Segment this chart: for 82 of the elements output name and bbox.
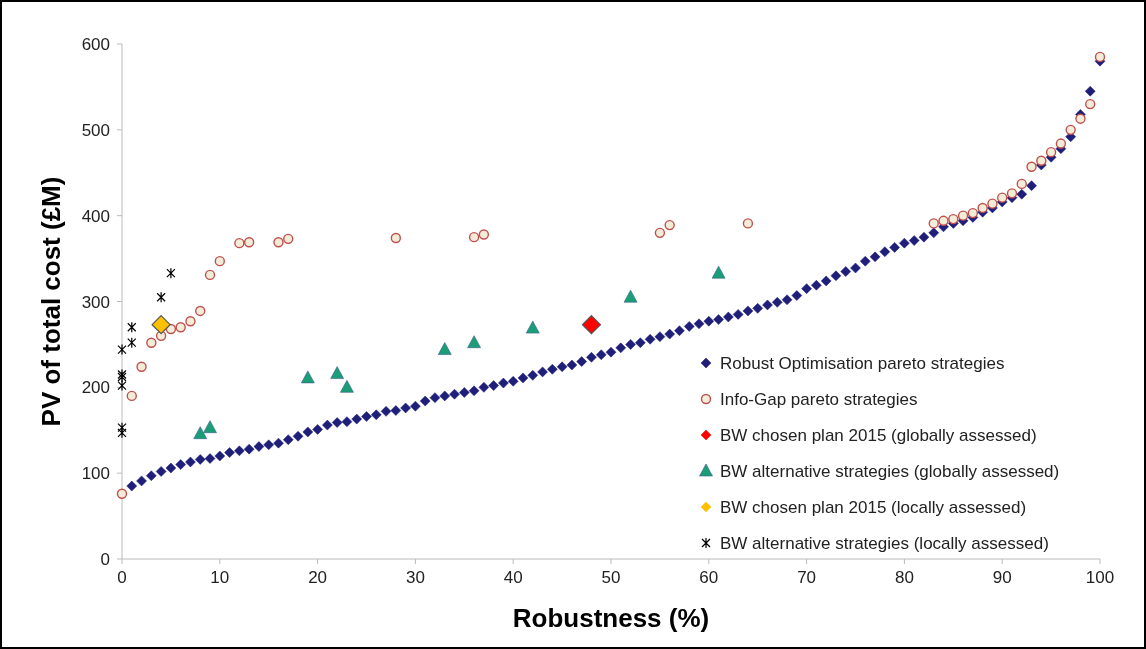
x-tick-label: 70 <box>797 568 817 587</box>
point <box>203 420 217 433</box>
x-tick-label: 10 <box>210 568 230 587</box>
legend-label: BW chosen plan 2015 (locally assessed) <box>720 498 1027 517</box>
point <box>711 265 726 279</box>
y-tick-label: 500 <box>81 120 110 140</box>
point <box>1065 124 1076 136</box>
point <box>623 289 638 303</box>
point <box>283 233 294 245</box>
point <box>273 237 284 248</box>
x-tick-label: 0 <box>117 568 127 587</box>
point <box>136 361 147 372</box>
point <box>195 305 206 317</box>
point <box>117 343 127 356</box>
point <box>1075 113 1086 124</box>
point <box>525 320 540 334</box>
y-tick-label: 600 <box>81 35 110 54</box>
point <box>117 427 127 439</box>
point <box>664 219 675 231</box>
y-tick-label: 200 <box>81 378 110 398</box>
point <box>156 291 166 303</box>
x-tick-label: 80 <box>894 568 914 587</box>
point <box>330 366 344 379</box>
point <box>1026 161 1037 172</box>
point <box>581 315 602 335</box>
point <box>967 207 979 219</box>
y-tick-label: 400 <box>81 206 110 226</box>
y-tick-label: 100 <box>81 464 110 484</box>
point <box>193 426 208 439</box>
point <box>1094 51 1106 63</box>
legend-label: BW alternative strategies (globally assessed) <box>720 462 1060 481</box>
x-tick-label: 30 <box>405 568 425 587</box>
legend-label: Robust Optimisation pareto strategies <box>720 354 1005 373</box>
y-tick-label: 300 <box>81 292 110 312</box>
legend-label: BW alternative strategies (locally assessed) <box>720 534 1049 553</box>
point <box>117 380 127 392</box>
point <box>340 380 354 393</box>
point <box>1055 138 1067 149</box>
point <box>127 321 137 333</box>
point <box>478 229 490 240</box>
x-tick-label: 40 <box>503 568 523 587</box>
point <box>204 269 216 281</box>
point <box>1036 155 1047 166</box>
point <box>146 337 157 348</box>
point <box>997 192 1008 203</box>
y-tick-label: 0 <box>100 550 110 569</box>
point <box>1045 146 1057 158</box>
point <box>948 213 959 225</box>
point <box>467 335 481 348</box>
x-tick-label: 50 <box>601 568 621 587</box>
point <box>1085 98 1096 110</box>
point <box>127 337 137 349</box>
point <box>175 322 186 333</box>
x-tick-label: 20 <box>308 568 328 587</box>
legend-label: BW chosen plan 2015 (globally assessed) <box>720 426 1037 445</box>
point <box>214 255 225 267</box>
point <box>938 215 949 227</box>
y-axis-title: PV of total cost (£M) <box>36 176 66 427</box>
x-tick-label: 60 <box>699 568 719 587</box>
point <box>928 218 939 229</box>
x-tick-label: 100 <box>1085 568 1115 587</box>
legend-label: Info-Gap pareto strategies <box>720 390 918 409</box>
point <box>234 237 245 249</box>
point <box>301 370 315 384</box>
point <box>977 202 988 214</box>
point <box>987 198 998 209</box>
point <box>185 316 196 327</box>
point <box>243 237 255 248</box>
point <box>151 315 171 335</box>
point <box>1006 188 1018 199</box>
point <box>1016 178 1027 190</box>
point <box>742 218 754 229</box>
point <box>116 488 128 499</box>
point <box>126 390 137 402</box>
point <box>957 210 969 221</box>
point <box>390 232 402 244</box>
x-axis-title: Robustness (%) <box>512 603 710 633</box>
x-tick-label: 90 <box>992 568 1012 587</box>
point <box>437 342 452 355</box>
point <box>468 231 480 243</box>
point <box>654 227 666 239</box>
point <box>166 267 176 279</box>
